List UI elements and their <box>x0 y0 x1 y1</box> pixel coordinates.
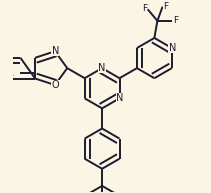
Text: F: F <box>142 4 147 14</box>
Text: F: F <box>173 16 179 25</box>
Text: N: N <box>52 46 59 56</box>
Text: N: N <box>98 63 106 73</box>
Text: N: N <box>169 43 176 53</box>
Text: F: F <box>163 2 169 11</box>
Text: O: O <box>51 80 59 91</box>
Text: N: N <box>116 93 124 103</box>
